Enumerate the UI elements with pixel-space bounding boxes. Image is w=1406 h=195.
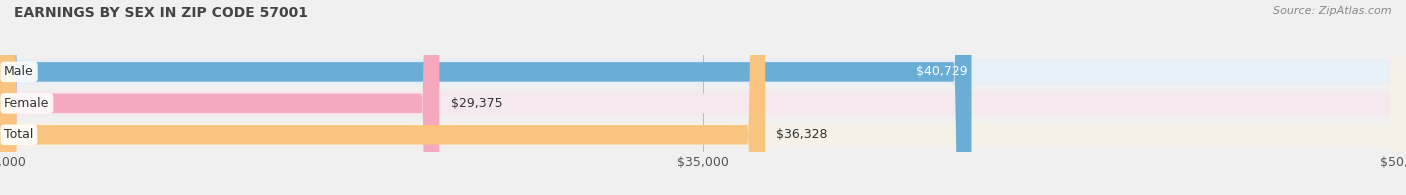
FancyBboxPatch shape	[0, 122, 1406, 148]
Text: $29,375: $29,375	[450, 97, 502, 110]
Text: Male: Male	[4, 65, 34, 78]
FancyBboxPatch shape	[0, 59, 1406, 85]
FancyBboxPatch shape	[0, 0, 439, 195]
Text: Total: Total	[4, 128, 34, 141]
Text: $40,729: $40,729	[915, 65, 967, 78]
Text: Female: Female	[4, 97, 49, 110]
Text: Source: ZipAtlas.com: Source: ZipAtlas.com	[1274, 6, 1392, 16]
Text: $36,328: $36,328	[776, 128, 828, 141]
FancyBboxPatch shape	[0, 0, 972, 195]
FancyBboxPatch shape	[0, 90, 1406, 116]
Text: EARNINGS BY SEX IN ZIP CODE 57001: EARNINGS BY SEX IN ZIP CODE 57001	[14, 6, 308, 20]
FancyBboxPatch shape	[0, 0, 765, 195]
